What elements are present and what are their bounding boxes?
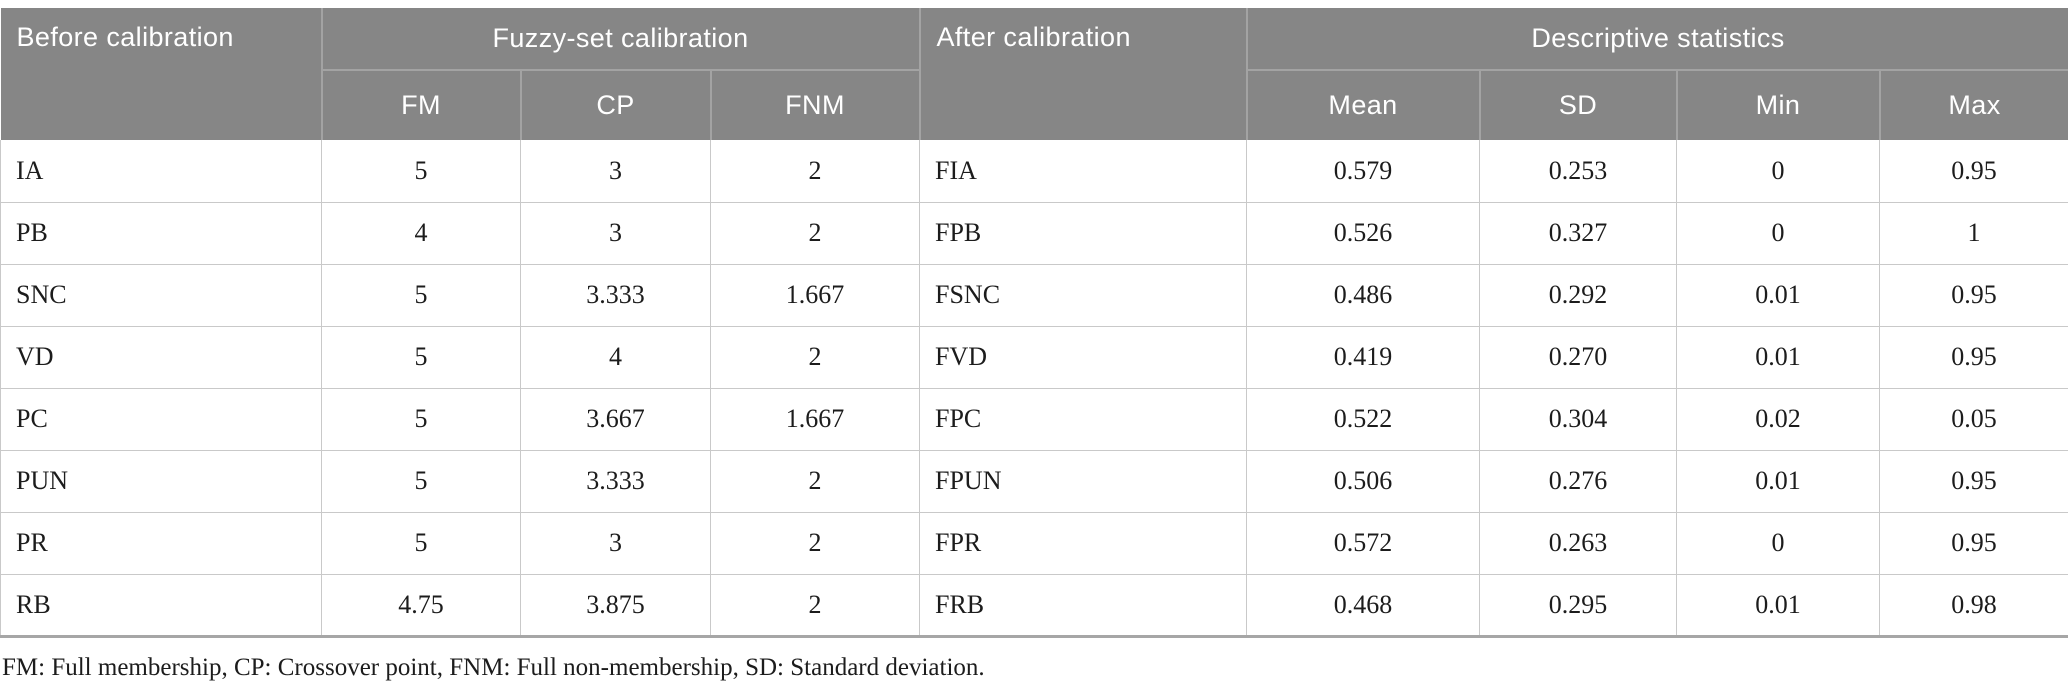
cell-before: PC [0,387,322,451]
cell-fm: 5 [321,325,521,389]
header-after-calibration: After calibration [918,8,1247,140]
cell-sd: 0.304 [1479,387,1677,451]
cell-fnm: 1.667 [710,263,920,327]
cell-sd: 0.270 [1479,325,1677,389]
cell-before: IA [0,140,322,203]
cell-cp: 3.333 [520,263,711,327]
cell-after: FPB [919,201,1247,265]
table-row: PUN 5 3.333 2 FPUN 0.506 0.276 0.01 0.95 [0,449,2068,513]
cell-max: 0.95 [1878,511,2068,575]
cell-sd: 0.295 [1479,573,1677,638]
table-row: SNC 5 3.333 1.667 FSNC 0.486 0.292 0.01 … [0,263,2068,327]
cell-after: FVD [919,325,1247,389]
cell-cp: 3 [520,140,711,203]
table-row: PB 4 3 2 FPB 0.526 0.327 0 1 [0,201,2068,265]
table-row: IA 5 3 2 FIA 0.579 0.253 0 0.95 [0,140,2068,203]
cell-before: RB [0,573,322,638]
table-row: RB 4.75 3.875 2 FRB 0.468 0.295 0.01 0.9… [0,573,2068,638]
header-min: Min [1675,69,1880,140]
header-cp: CP [519,69,711,140]
cell-fnm: 2 [710,449,920,513]
cell-fm: 5 [321,140,521,203]
cell-fm: 5 [321,511,521,575]
calibration-table: Before calibration Fuzzy-set calibration… [0,8,2068,638]
table-row: PC 5 3.667 1.667 FPC 0.522 0.304 0.02 0.… [0,387,2068,451]
cell-min: 0.01 [1676,573,1880,638]
cell-cp: 3.667 [520,387,711,451]
cell-sd: 0.327 [1479,201,1677,265]
cell-mean: 0.526 [1246,201,1480,265]
cell-fnm: 2 [710,573,920,638]
cell-fm: 4.75 [321,573,521,638]
cell-mean: 0.572 [1246,511,1480,575]
cell-mean: 0.486 [1246,263,1480,327]
cell-fnm: 2 [710,201,920,265]
cell-mean: 0.506 [1246,449,1480,513]
header-fuzzy-set-calibration: Fuzzy-set calibration [320,8,920,70]
cell-before: SNC [0,263,322,327]
cell-fm: 4 [321,201,521,265]
cell-sd: 0.276 [1479,449,1677,513]
cell-max: 0.95 [1878,140,2068,203]
cell-mean: 0.522 [1246,387,1480,451]
cell-after: FPC [919,387,1247,451]
table-row: VD 5 4 2 FVD 0.419 0.270 0.01 0.95 [0,325,2068,389]
cell-min: 0 [1676,201,1880,265]
header-fnm: FNM [709,69,920,140]
cell-min: 0.01 [1676,449,1880,513]
cell-mean: 0.468 [1246,573,1480,638]
cell-sd: 0.292 [1479,263,1677,327]
cell-before: PR [0,511,322,575]
header-mean: Mean [1245,69,1480,140]
cell-before: PB [0,201,322,265]
table-row: PR 5 3 2 FPR 0.572 0.263 0 0.95 [0,511,2068,575]
cell-after: FIA [919,140,1247,203]
cell-fnm: 1.667 [710,387,920,451]
cell-cp: 3.875 [520,573,711,638]
cell-min: 0.01 [1676,325,1880,389]
cell-after: FSNC [919,263,1247,327]
header-descriptive-statistics: Descriptive statistics [1245,8,2068,70]
cell-max: 0.05 [1878,387,2068,451]
cell-cp: 3 [520,511,711,575]
header-sd: SD [1478,69,1677,140]
cell-min: 0.02 [1676,387,1880,451]
cell-before: VD [0,325,322,389]
cell-fm: 5 [321,263,521,327]
cell-mean: 0.579 [1246,140,1480,203]
cell-cp: 3 [520,201,711,265]
cell-fnm: 2 [710,140,920,203]
cell-mean: 0.419 [1246,325,1480,389]
cell-cp: 3.333 [520,449,711,513]
cell-sd: 0.253 [1479,140,1677,203]
table-footnote: FM: Full membership, CP: Crossover point… [2,653,985,681]
cell-max: 0.98 [1878,573,2068,638]
cell-max: 1 [1878,201,2068,265]
cell-before: PUN [0,449,322,513]
header-max: Max [1878,69,2068,140]
cell-fnm: 2 [710,511,920,575]
table-header: Before calibration Fuzzy-set calibration… [0,8,2068,140]
cell-sd: 0.263 [1479,511,1677,575]
cell-fm: 5 [321,449,521,513]
cell-cp: 4 [520,325,711,389]
cell-min: 0.01 [1676,263,1880,327]
cell-after: FPR [919,511,1247,575]
cell-max: 0.95 [1878,325,2068,389]
header-before-calibration: Before calibration [0,8,322,140]
cell-after: FPUN [919,449,1247,513]
cell-min: 0 [1676,511,1880,575]
table-body: IA 5 3 2 FIA 0.579 0.253 0 0.95 PB 4 3 2… [0,140,2068,638]
cell-after: FRB [919,573,1247,638]
cell-min: 0 [1676,140,1880,203]
cell-fm: 5 [321,387,521,451]
cell-fnm: 2 [710,325,920,389]
cell-max: 0.95 [1878,449,2068,513]
header-fm: FM [320,69,521,140]
cell-max: 0.95 [1878,263,2068,327]
